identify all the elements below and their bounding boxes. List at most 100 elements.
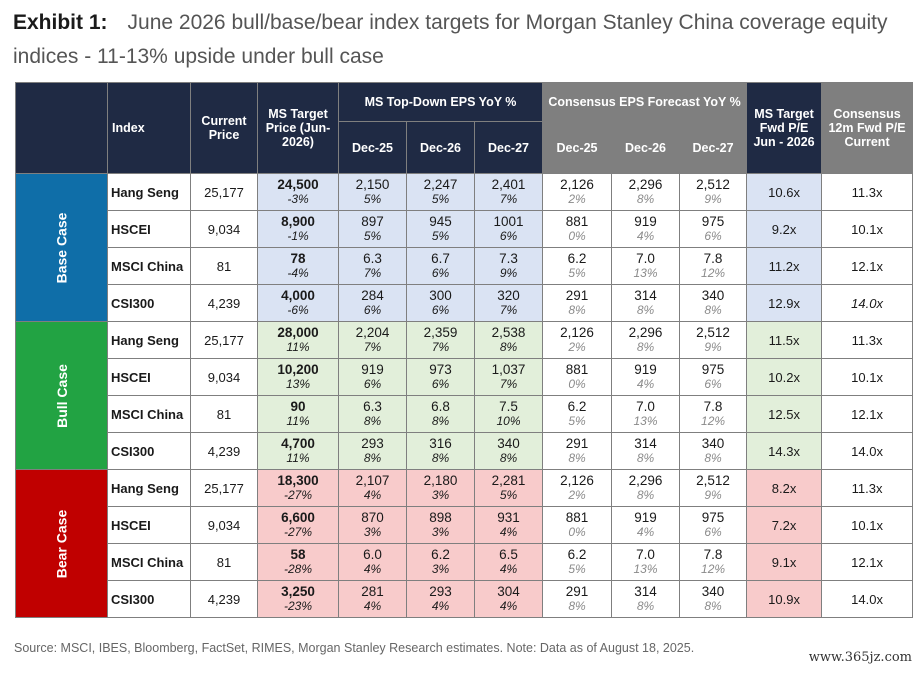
cons-eps-growth: 8% <box>636 488 655 502</box>
cons-eps-cell: 2,512 9% <box>679 321 748 359</box>
cons-eps-growth: 2% <box>568 488 586 502</box>
cons-eps-cell: 6.2 5% <box>542 395 613 433</box>
ms-eps-value: 2,204 <box>355 325 390 340</box>
ms-eps-cell: 293 4% <box>406 580 475 618</box>
ms-eps-value: 2,180 <box>423 473 458 488</box>
case-label-text: Bear Case <box>53 509 70 578</box>
cons-eps-growth: 9% <box>704 340 722 354</box>
table-row: CSI300 4,239 3,250 -23% 281 4% 293 4% 304 4% 291 8%… <box>16 580 914 618</box>
ms-fwd-pe: 9.2x <box>746 210 823 248</box>
ms-target-cell: 4,000 -6% <box>257 284 339 322</box>
ms-target-upside: -23% <box>283 599 312 613</box>
ms-eps-cell: 6.7 6% <box>406 247 475 285</box>
cons-eps-cell: 340 8% <box>679 284 748 322</box>
cons-eps-growth: 13% <box>633 414 658 428</box>
current-price: 9,034 <box>190 506 258 544</box>
cons-eps-cell: 975 6% <box>679 210 748 248</box>
case-label-text: Base Case <box>53 212 70 283</box>
ms-eps-growth: 8% <box>363 414 382 428</box>
ms-eps-value: 870 <box>361 510 384 525</box>
ms-eps-cell: 945 5% <box>406 210 475 248</box>
ms-eps-cell: 6.0 4% <box>338 543 407 581</box>
cons-eps-value: 291 <box>565 584 589 599</box>
cons-eps-value: 975 <box>701 362 725 377</box>
ms-eps-growth: 6% <box>499 229 518 243</box>
table-row: MSCI China 81 90 11% 6.3 8% 6.8 8% 7.5 10% 6.2 5% 7.… <box>16 395 914 433</box>
ms-eps-value: 7.3 <box>499 251 518 266</box>
ms-eps-cell: 300 6% <box>406 284 475 322</box>
ms-eps-value: 945 <box>429 214 452 229</box>
cons-eps-value: 7.8 <box>703 399 723 414</box>
ms-eps-value: 931 <box>497 510 520 525</box>
current-price: 25,177 <box>190 173 258 211</box>
cons-eps-growth: 13% <box>633 562 658 576</box>
current-price: 9,034 <box>190 358 258 396</box>
ms-eps-cell: 304 4% <box>473 580 544 618</box>
cons-eps-value: 7.0 <box>636 251 655 266</box>
ms-fwd-pe: 9.1x <box>746 543 823 581</box>
cons-eps-growth: 12% <box>701 562 726 576</box>
ms-eps-cell: 870 3% <box>338 506 407 544</box>
ms-eps-value: 1,037 <box>491 362 526 377</box>
consensus-fwd-pe: 14.0x <box>821 284 914 322</box>
ms-eps-growth: 5% <box>431 229 450 243</box>
ms-eps-growth: 8% <box>499 451 518 465</box>
header-ms-topdown-eps: MS Top-Down EPS YoY % <box>337 82 544 122</box>
ms-eps-cell: 7.3 9% <box>473 247 544 285</box>
ms-target-cell: 4,700 11% <box>257 432 339 470</box>
cons-eps-value: 881 <box>565 214 589 229</box>
header-index: Index <box>107 82 191 174</box>
index-name: HSCEI <box>107 210 191 248</box>
cons-eps-cell: 7.8 12% <box>679 395 748 433</box>
cons-eps-cell: 2,296 8% <box>611 469 681 507</box>
ms-eps-growth: 4% <box>499 562 518 576</box>
ms-eps-cell: 340 8% <box>473 432 544 470</box>
ms-eps-cell: 931 4% <box>473 506 544 544</box>
current-price: 81 <box>190 395 258 433</box>
cons-eps-growth: 2% <box>568 340 586 354</box>
cons-eps-value: 314 <box>634 436 657 451</box>
consensus-fwd-pe: 14.0x <box>821 432 914 470</box>
index-name: Hang Seng <box>107 173 191 211</box>
table-row: Base Case Hang Seng 25,177 24,500 -3% 2,150 5%… <box>15 173 914 322</box>
ms-fwd-pe: 14.3x <box>746 432 823 470</box>
cons-eps-cell: 2,126 2% <box>542 173 613 211</box>
ms-eps-growth: 4% <box>363 488 382 502</box>
ms-eps-value: 973 <box>429 362 452 377</box>
cons-eps-growth: 0% <box>568 229 586 243</box>
index-name: Hang Seng <box>107 321 191 359</box>
ms-eps-growth: 10% <box>496 414 521 428</box>
index-name: HSCEI <box>107 506 191 544</box>
header-consensus-eps: Consensus EPS Forecast YoY % <box>542 82 748 122</box>
ms-eps-cell: 6.5 4% <box>473 543 544 581</box>
ms-eps-value: 2,281 <box>491 473 526 488</box>
ms-eps-value: 6.7 <box>431 251 450 266</box>
ms-eps-value: 281 <box>361 584 384 599</box>
ms-eps-value: 6.8 <box>431 399 450 414</box>
cons-eps-value: 881 <box>565 510 589 525</box>
index-name: MSCI China <box>107 543 191 581</box>
cons-eps-growth: 8% <box>636 192 655 206</box>
case-label: Base Case <box>15 173 108 322</box>
cons-eps-growth: 4% <box>636 377 655 391</box>
cons-eps-cell: 7.0 13% <box>611 543 681 581</box>
cons-eps-value: 2,512 <box>696 325 730 340</box>
ms-eps-growth: 3% <box>363 525 382 539</box>
cons-eps-value: 919 <box>634 214 657 229</box>
ms-eps-growth: 8% <box>431 414 450 428</box>
index-name: CSI300 <box>107 432 191 470</box>
cons-eps-value: 975 <box>701 510 725 525</box>
ms-fwd-pe: 10.9x <box>746 580 823 618</box>
cons-eps-value: 340 <box>701 584 725 599</box>
header-ms-fwd-pe: MS Target Fwd P/E Jun - 2026 <box>746 82 823 174</box>
ms-eps-cell: 2,204 7% <box>338 321 407 359</box>
cons-eps-cell: 7.8 12% <box>679 543 748 581</box>
cons-eps-value: 7.8 <box>703 547 723 562</box>
ms-target-value: 78 <box>290 251 306 266</box>
cons-eps-value: 291 <box>565 288 589 303</box>
ms-fwd-pe: 7.2x <box>746 506 823 544</box>
cons-eps-value: 7.0 <box>636 399 655 414</box>
ms-target-cell: 90 11% <box>257 395 339 433</box>
table-row: HSCEI 9,034 8,900 -1% 897 5% 945 5% 1001 6% 881 0% 9… <box>16 210 914 248</box>
index-name: HSCEI <box>107 358 191 396</box>
